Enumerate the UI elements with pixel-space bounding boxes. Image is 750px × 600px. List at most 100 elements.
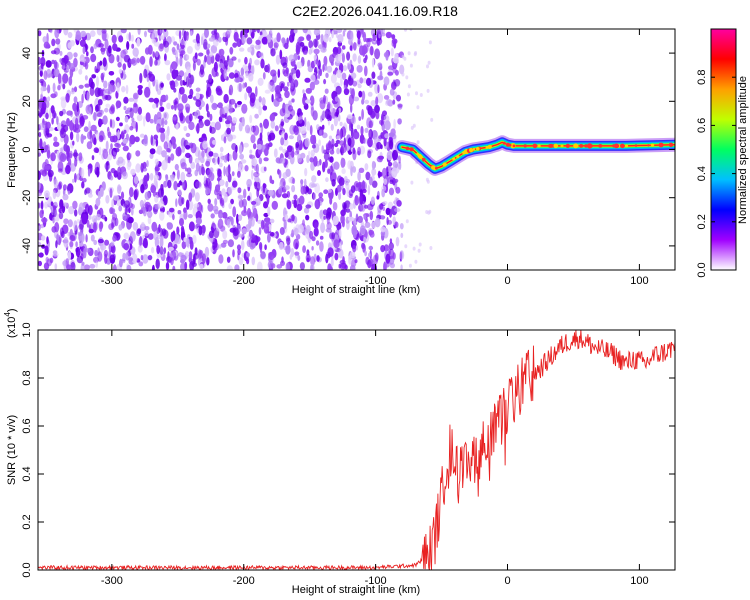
noise-speck [180,171,186,183]
noise-speck [284,90,290,99]
noise-speck [310,106,315,117]
noise-speck [377,62,383,68]
noise-speck [59,199,64,210]
noise-speck [109,135,115,143]
noise-speck [368,230,375,235]
noise-speck [336,46,342,55]
noise-speck [223,166,226,177]
noise-speck [212,139,217,145]
noise-speck [376,141,382,150]
noise-speck [66,110,73,116]
noise-speck [62,83,66,90]
noise-speck [293,126,299,136]
noise-speck [188,221,195,232]
noise-speck [144,30,147,38]
noise-speck [281,37,286,44]
noise-speck [44,245,49,256]
noise-speck [374,48,381,60]
noise-speck [334,252,339,261]
noise-speck [90,124,97,132]
signal-blob [650,143,655,147]
noise-speck [247,195,251,201]
noise-speck [185,237,190,248]
noise-speck [330,103,333,113]
noise-speck [286,145,293,153]
noise-speck [175,49,179,55]
noise-speck [241,228,247,234]
noise-speck [283,219,287,230]
noise-speck [352,244,357,253]
noise-speck [380,215,385,220]
noise-speck [54,91,58,98]
colorbar-bar [710,28,737,271]
noise-speck [331,30,334,39]
noise-speck [306,121,311,131]
noise-speck [83,247,87,259]
noise-speck [362,137,366,144]
noise-speck [357,171,361,182]
noise-speck [109,118,113,128]
noise-speck [273,148,278,158]
noise-speck [174,163,179,171]
noise-speck [60,96,67,101]
noise-speck [38,170,41,181]
snr-multiplier-prefix: (x10 [6,317,18,338]
noise-speck [155,51,159,58]
noise-speck [337,33,344,44]
noise-speck [87,131,93,140]
noise-speck [129,59,136,64]
noise-speck [231,56,237,61]
noise-speck [94,104,99,113]
noise-speck [297,153,303,163]
noise-speck [164,60,171,66]
signal-blob [624,144,629,148]
signal-blob [508,143,512,147]
noise-speck [256,29,260,34]
noise-speck [295,45,301,55]
noise-speck [328,140,332,149]
y-tick-label: 0.4 [21,466,33,481]
noise-speck [72,123,77,133]
noise-speck [341,168,346,175]
noise-speck [313,54,317,61]
noise-speck [333,116,338,127]
noise-speck [62,73,69,84]
noise-speck [170,80,176,90]
noise-speck [266,34,271,43]
noise-speck [266,63,271,74]
noise-speck [297,224,304,234]
noise-speck [120,29,127,34]
noise-speck [166,73,171,81]
noise-speck [76,219,81,224]
noise-speck [237,170,241,178]
noise-speck [339,129,342,141]
noise-speck [79,113,84,122]
noise-speck [370,196,375,205]
noise-speck [254,181,258,190]
noise-speck [108,71,115,76]
noise-speck [268,142,273,148]
noise-speck [195,217,202,225]
noise-speck [249,149,253,154]
noise-speck [275,54,281,65]
noise-speck [232,206,237,218]
noise-speck [111,34,117,44]
noise-speck [113,147,120,153]
noise-speck [193,203,200,208]
noise-speck [237,195,245,199]
noise-speck [364,250,367,257]
noise-speck [57,161,64,172]
noise-speck [131,253,138,264]
noise-speck [129,187,134,198]
noise-speck [46,258,52,267]
noise-speck [69,131,74,141]
noise-speck [201,150,205,159]
noise-speck [205,187,211,195]
noise-speck [109,107,115,115]
noise-speck [267,134,272,142]
noise-speck [58,151,64,162]
noise-speck [204,55,207,63]
noise-speck [104,216,108,222]
signal-blob [598,144,603,148]
noise-speck [250,31,255,39]
